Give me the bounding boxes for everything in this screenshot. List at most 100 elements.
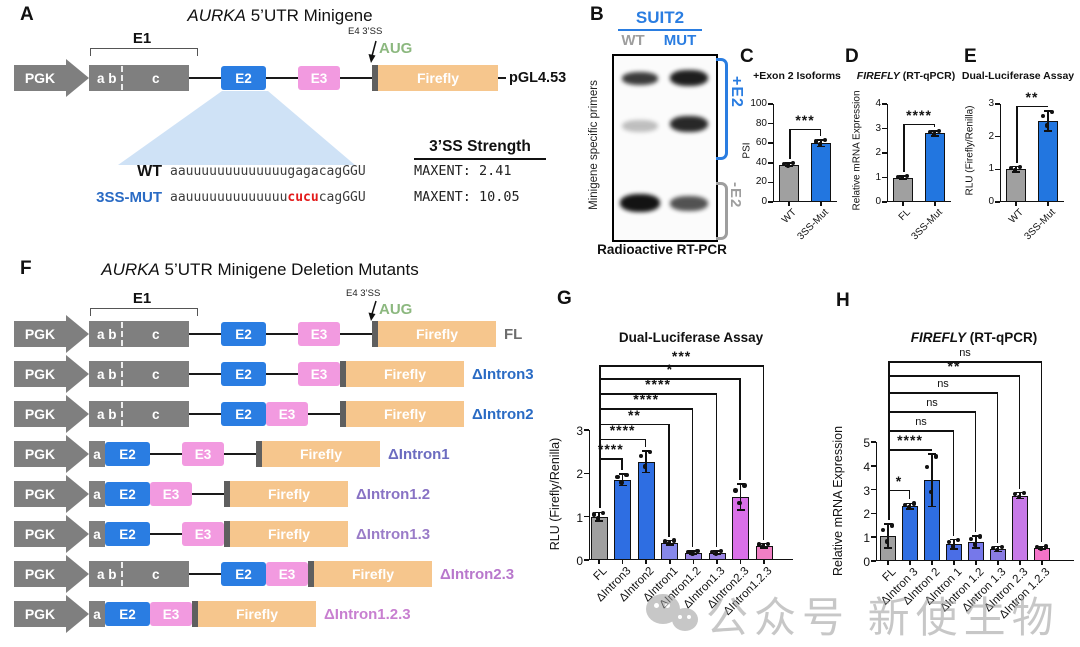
- exon1-divider: [120, 322, 123, 346]
- panel-b-label: B: [590, 4, 604, 25]
- y-axis-label: RLU (Firefly/Renilla): [964, 105, 976, 196]
- panel-f-title-rest: 5’UTR Minigene Deletion Mutants: [159, 260, 419, 279]
- y-tick-label: 1: [988, 163, 994, 175]
- firefly-box: Firefly: [378, 321, 496, 347]
- pgk-promoter-arrow: PGK: [14, 65, 66, 91]
- y-tick-label: 20: [755, 176, 767, 188]
- wt-maxent: MAXENT: 2.41: [414, 163, 512, 179]
- error-bar-cap: [817, 139, 825, 141]
- data-point-dot: [1021, 490, 1027, 496]
- exon2-label: E2: [235, 566, 252, 582]
- y-tick-mark: [871, 560, 876, 562]
- exon1-divider: [120, 562, 123, 586]
- pgk-promoter-arrow: PGK: [14, 441, 66, 467]
- y-tick-label: 1: [875, 171, 881, 183]
- x-tick-mark: [953, 561, 955, 565]
- exon2-label: E2: [235, 366, 252, 382]
- exon2-label: E2: [235, 326, 252, 342]
- pgk-label: PGK: [24, 526, 56, 542]
- construct-row: PGK a E2 E3 Firefly ΔIntron1.3: [14, 520, 430, 548]
- sig-bracket-line: [888, 489, 910, 492]
- y-tick-label: 1: [576, 510, 583, 525]
- e1-bracket-f: [90, 308, 198, 316]
- error-bar-cap: [760, 542, 769, 545]
- y-axis-label: Relative mRNA Expression: [851, 90, 863, 211]
- x-tick-mark: [931, 561, 933, 565]
- intron-line: [308, 412, 340, 416]
- sig-bracket-line: [888, 430, 954, 432]
- sig-bracket-drop: [789, 128, 791, 159]
- intron-line: [340, 332, 372, 336]
- sig-bracket-line: [599, 458, 623, 460]
- bar: [1038, 120, 1058, 202]
- pgk-promoter-arrow: PGK: [14, 481, 66, 507]
- pgk-promoter-arrow: PGK: [14, 561, 66, 587]
- bar: [779, 164, 799, 202]
- x-tick-mark: [1047, 202, 1049, 206]
- sig-label: ****: [609, 421, 636, 438]
- panel-h-chart: H FIREFLY (RT-qPCR) 0 1 2 3 4 5 Relative mRNA Ex…: [826, 282, 1080, 647]
- exon2-label: E2: [119, 446, 136, 462]
- exon1-c-label: c: [152, 366, 160, 382]
- y-tick-label: 4: [875, 98, 881, 109]
- exon3-box: E3: [150, 602, 192, 626]
- construct-name-label: ΔIntron1.2.3: [324, 605, 411, 623]
- firefly-label: Firefly: [351, 566, 394, 582]
- y-tick-label: 0: [761, 196, 767, 207]
- panel-a-title: AURKA 5’UTR Minigene: [130, 6, 430, 26]
- data-point-dot: [822, 137, 828, 143]
- data-point-dot: [709, 549, 715, 555]
- panel-f-label: F: [20, 258, 32, 279]
- firefly-label: Firefly: [416, 70, 459, 86]
- intron-line: [189, 372, 221, 376]
- sig-bracket-drop: [715, 393, 717, 547]
- plus-e2-bracket: [716, 58, 728, 160]
- exon2-label: E2: [119, 606, 136, 622]
- exon3-box: E3: [266, 402, 308, 426]
- y-tick-label: 40: [755, 156, 767, 168]
- data-point-dot: [760, 544, 766, 549]
- wechat-eye-icon: [678, 615, 682, 619]
- intron-line: [266, 372, 298, 376]
- exon1-c-label: c: [152, 326, 160, 342]
- data-point-dot: [595, 516, 601, 521]
- construct-name-label: ΔIntron1.2: [356, 485, 431, 503]
- sig-label: ****: [633, 391, 660, 408]
- wt-sequence: aauuuuuuuuuuuuugagacagGGU: [170, 164, 366, 179]
- chart-title: FIREFLY (RT-qPCR): [856, 70, 956, 82]
- firefly-label: Firefly: [267, 486, 310, 502]
- gel-band-wt-mid: [622, 120, 658, 132]
- x-tick-mark: [739, 560, 742, 564]
- intron-line: [266, 332, 298, 336]
- wt-seq-post: cagGGU: [318, 164, 366, 179]
- error-bar-cap: [618, 473, 627, 475]
- watermark-text: 公众号 新使生物: [706, 594, 1060, 641]
- data-point-dot: [880, 527, 886, 533]
- construct-name-label: ΔIntron1.3: [356, 525, 431, 543]
- panel-e-label: E: [964, 46, 977, 67]
- exon2-label: E2: [119, 486, 136, 502]
- error-bar-cap: [689, 550, 698, 552]
- y-tick-label: 2: [576, 467, 583, 482]
- exon1-divider: [120, 362, 123, 386]
- data-point-dot: [899, 175, 905, 181]
- y-tick-mark: [768, 201, 773, 203]
- data-point-dot: [1049, 109, 1055, 115]
- y-tick-label: 3: [875, 122, 881, 134]
- intron-line: [340, 76, 372, 80]
- pgk-label: PGK: [24, 70, 56, 86]
- error-bar-cap: [950, 548, 958, 550]
- gel-side-label: Minigene specific primers: [588, 80, 600, 210]
- exon3-box: E3: [298, 322, 340, 346]
- sig-bracket-drop: [644, 438, 647, 447]
- error-bar-cap: [906, 502, 914, 505]
- error-bar-cap: [928, 453, 936, 455]
- pgk-label: PGK: [24, 606, 56, 622]
- y-tick-mark: [995, 135, 1000, 138]
- sig-label: ns: [926, 397, 938, 410]
- data-point-dot: [817, 142, 823, 147]
- exon1-a-label: a: [93, 606, 101, 622]
- zoom-highlight-triangle: [118, 91, 355, 165]
- aug-label-a: AUG: [379, 40, 413, 57]
- bar: [590, 516, 608, 560]
